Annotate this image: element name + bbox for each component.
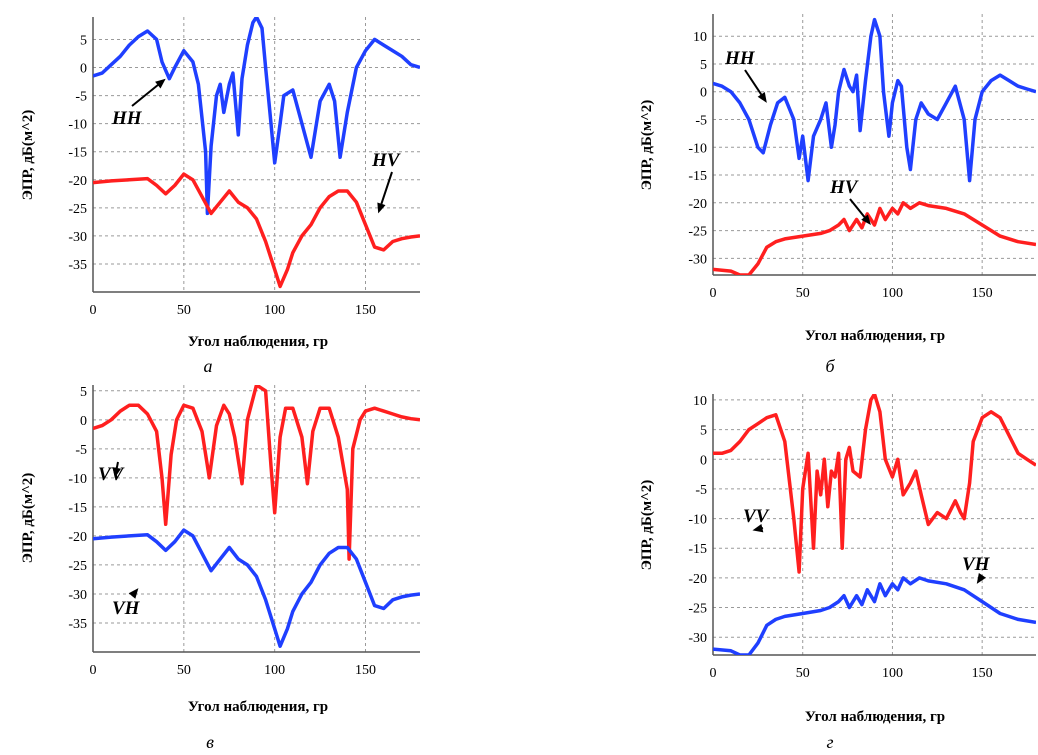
y-tick-label: -10 [68,118,87,133]
y-tick-label: -5 [695,114,707,129]
y-tick-label: 0 [700,86,707,101]
x-tick-label: 100 [882,286,903,301]
y-axis-label: ЭПР, дБ(м^2) [639,100,655,191]
y-tick-label: 10 [693,394,707,409]
panel-caption: б [825,356,835,376]
series-line-hv [713,201,1036,275]
series-line-vh [713,576,1036,655]
y-tick-label: -25 [68,202,87,217]
y-tick-label: -35 [68,617,87,632]
y-tick-label: -20 [68,174,87,189]
y-tick-label: -10 [688,141,707,156]
y-tick-label: 0 [80,414,87,429]
annotation-arrowhead [861,214,871,226]
series-line-hh [713,17,1036,183]
x-tick-label: 150 [972,666,993,681]
x-tick-label: 50 [177,663,191,678]
y-tick-label: 0 [80,62,87,77]
annotation-label-vv: VV [98,464,125,485]
y-tick-label: -15 [688,542,707,557]
series-line-vh [93,528,420,648]
y-tick-label: -10 [688,513,707,528]
panel-caption: а [204,356,213,376]
annotation-label-hh: HH [724,48,756,69]
series-line-vv [713,394,1036,574]
annotation-arrow [115,461,119,469]
y-tick-label: -5 [75,443,87,458]
annotation-arrowhead [112,467,122,478]
y-tick-label: 0 [700,453,707,468]
x-tick-label: 150 [355,303,376,318]
y-axis-label: ЭПР, дБ(м^2) [20,110,36,201]
y-tick-label: -5 [695,483,707,498]
y-tick-label: -20 [688,572,707,587]
y-tick-label: 5 [80,385,87,400]
annotation-arrowhead [377,202,386,214]
y-tick-label: -30 [688,631,707,646]
y-tick-label: -20 [68,530,87,545]
y-tick-label: -25 [688,225,707,240]
annotation-arrowhead [757,92,767,103]
y-axis-label: ЭПР, дБ(м^2) [20,473,36,564]
y-tick-label: 10 [693,30,707,45]
y-axis-label: ЭПР, дБ(м^2) [639,480,655,571]
x-tick-label: 100 [882,666,903,681]
series-line-vv [93,385,420,561]
annotation-arrow [380,171,393,205]
annotation-arrowhead [155,78,166,89]
y-tick-label: -25 [688,602,707,617]
x-tick-label: 0 [90,303,97,318]
y-tick-label: -25 [68,559,87,574]
y-tick-label: 5 [700,424,707,439]
y-tick-label: -30 [68,230,87,245]
x-axis-label: Угол наблюдения, гр [805,709,945,725]
y-tick-label: -20 [688,197,707,212]
y-tick-label: -30 [688,252,707,267]
y-tick-label: 5 [700,58,707,73]
annotation-arrowhead [976,573,986,584]
y-tick-label: -30 [68,588,87,603]
x-tick-label: 0 [710,286,717,301]
x-tick-label: 150 [355,663,376,678]
x-tick-label: 0 [90,663,97,678]
x-axis-label: Угол наблюдения, гр [188,334,328,350]
x-tick-label: 0 [710,666,717,681]
annotation-arrow [849,198,866,218]
y-tick-label: -35 [68,258,87,273]
x-tick-label: 50 [177,303,191,318]
series-line-hv [93,172,420,289]
y-tick-label: -15 [68,146,87,161]
y-tick-label: -15 [68,501,87,516]
annotation-arrowhead [752,523,764,533]
annotation-label-vh: VH [112,598,141,619]
y-tick-label: -10 [68,472,87,487]
annotation-arrow [131,84,159,107]
annotation-label-hv: HV [371,150,401,171]
panel-caption: в [206,732,214,752]
panel-caption: г [826,732,833,752]
x-tick-label: 50 [796,666,810,681]
annotation-label-hv: HV [829,177,859,198]
y-tick-label: 5 [80,33,87,48]
y-tick-label: -5 [75,90,87,105]
x-axis-label: Угол наблюдения, гр [805,328,945,344]
y-tick-label: -15 [688,169,707,184]
annotation-arrowhead [128,588,139,599]
x-axis-label: Угол наблюдения, гр [188,699,328,715]
x-tick-label: 150 [972,286,993,301]
annotation-arrow [744,69,763,96]
annotation-label-hh: HH [111,108,143,129]
annotation-label-vv: VV [743,506,770,527]
series-line-hh [93,17,420,216]
x-tick-label: 100 [264,303,285,318]
x-tick-label: 100 [264,663,285,678]
annotation-label-vh: VH [962,554,991,575]
x-tick-label: 50 [796,286,810,301]
